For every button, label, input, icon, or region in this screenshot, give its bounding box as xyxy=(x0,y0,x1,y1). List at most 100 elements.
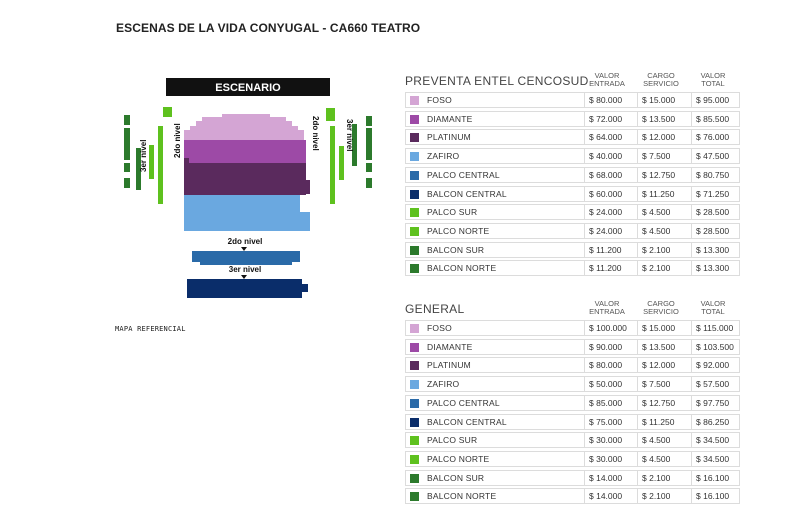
price-total: $ 80.750 xyxy=(691,167,740,182)
balcon-left-5[interactable] xyxy=(136,148,141,190)
map-reference-label: MAPA REFERENCIAL xyxy=(115,325,186,333)
table-row: PALCO CENTRAL $ 68.000 $ 12.750 $ 80.750 xyxy=(405,166,740,183)
col-valor-entrada: VALOR ENTRADA xyxy=(585,300,629,316)
zone-color-swatch xyxy=(410,417,419,427)
price-cargo: $ 12.750 xyxy=(637,395,691,410)
zone-balcon-central[interactable] xyxy=(187,279,308,298)
zone-color-swatch xyxy=(410,436,419,446)
price-total: $ 34.500 xyxy=(691,433,740,448)
price-entrada: $ 75.000 xyxy=(584,414,636,429)
balcon-right-2[interactable] xyxy=(366,128,372,160)
balcon-left-1[interactable] xyxy=(124,115,130,125)
price-total: $ 34.500 xyxy=(691,451,740,466)
col-header-line: SERVICIO xyxy=(643,79,679,88)
price-cargo: $ 12.000 xyxy=(637,358,691,373)
level3-left-label: 3er nivel xyxy=(139,140,148,172)
col-header-line: VALOR xyxy=(700,71,726,80)
down-arrow-icon xyxy=(241,275,247,279)
price-total: $ 28.500 xyxy=(691,205,740,220)
palco-right-long[interactable] xyxy=(330,126,335,204)
table-row: DIAMANTE $ 90.000 $ 13.500 $ 103.500 xyxy=(405,338,740,355)
down-arrow-icon xyxy=(241,247,247,251)
price-cargo: $ 11.250 xyxy=(637,414,691,429)
table-row: PLATINUM $ 64.000 $ 12.000 $ 76.000 xyxy=(405,129,740,146)
price-cargo: $ 7.500 xyxy=(637,377,691,392)
price-total: $ 13.300 xyxy=(691,242,740,257)
balcon-right-1[interactable] xyxy=(366,116,372,126)
platinum-side-right xyxy=(300,180,310,194)
level3-right-label: 3er nivel xyxy=(345,119,354,151)
price-total: $ 16.100 xyxy=(691,489,740,504)
balcon-right-5[interactable] xyxy=(352,124,357,166)
price-total: $ 92.000 xyxy=(691,358,740,373)
preventa-header: PREVENTA ENTEL CENCOSUD VALOR ENTRADA CAR… xyxy=(405,66,745,89)
balcon-right-3[interactable] xyxy=(366,163,372,172)
table-row: DIAMANTE $ 72.000 $ 13.500 $ 85.500 xyxy=(405,110,740,127)
zone-color-swatch xyxy=(410,226,419,236)
table-row: PALCO SUR $ 24.000 $ 4.500 $ 28.500 xyxy=(405,204,740,221)
table-row: BALCON NORTE $ 11.200 $ 2.100 $ 13.300 xyxy=(405,260,740,277)
price-entrada: $ 50.000 xyxy=(584,377,636,392)
table-row: BALCON SUR $ 11.200 $ 2.100 $ 13.300 xyxy=(405,241,740,258)
zone-name: DIAMANTE xyxy=(427,341,473,352)
table-row: PALCO CENTRAL $ 85.000 $ 12.750 $ 97.750 xyxy=(405,394,740,411)
zone-color-swatch xyxy=(410,208,419,218)
zone-name: PALCO NORTE xyxy=(427,453,490,464)
price-cargo: $ 2.100 xyxy=(637,489,691,504)
price-entrada: $ 100.000 xyxy=(584,321,636,335)
zone-name: BALCON SUR xyxy=(427,472,485,483)
price-entrada: $ 11.200 xyxy=(584,242,636,257)
page-title: ESCENAS DE LA VIDA CONYUGAL - CA660 TEAT… xyxy=(116,21,421,35)
price-cargo: $ 12.750 xyxy=(637,167,691,182)
balcon-left-4[interactable] xyxy=(124,178,130,188)
table-row: BALCON NORTE $ 14.000 $ 2.100 $ 16.100 xyxy=(405,488,740,505)
balcon-left-2[interactable] xyxy=(124,128,130,160)
price-entrada: $ 72.000 xyxy=(584,111,636,126)
price-total: $ 47.500 xyxy=(691,149,740,164)
zone-color-swatch xyxy=(410,245,419,255)
palco-left-long[interactable] xyxy=(158,126,163,204)
stage xyxy=(166,78,330,96)
zone-color-swatch xyxy=(410,324,419,333)
zone-diamante[interactable] xyxy=(184,140,306,163)
price-cargo: $ 13.500 xyxy=(637,339,691,354)
zone-color-swatch xyxy=(410,189,419,199)
balcon-right-4[interactable] xyxy=(366,178,372,188)
general-title: GENERAL xyxy=(405,302,465,316)
zone-foso[interactable] xyxy=(184,114,304,140)
zone-name: ZAFIRO xyxy=(427,151,460,162)
col-header-line: TOTAL xyxy=(701,307,725,316)
palco-right-mid[interactable] xyxy=(339,146,344,180)
preventa-section: PREVENTA ENTEL CENCOSUD VALOR ENTRADA CAR… xyxy=(405,66,745,277)
price-total: $ 76.000 xyxy=(691,130,740,145)
table-row: BALCON CENTRAL $ 75.000 $ 11.250 $ 86.250 xyxy=(405,413,740,430)
balcon-left-3[interactable] xyxy=(124,163,130,172)
price-entrada: $ 64.000 xyxy=(584,130,636,145)
zone-color-swatch xyxy=(410,133,419,143)
zone-zafiro[interactable] xyxy=(184,195,310,231)
palco-right-top[interactable] xyxy=(326,108,335,121)
level2-bottom-label: 2do nivel xyxy=(228,237,263,246)
price-total: $ 13.300 xyxy=(691,261,740,276)
price-cargo: $ 15.000 xyxy=(637,321,691,335)
zone-name: PALCO SUR xyxy=(427,435,478,446)
col-header-line: CARGO xyxy=(647,71,675,80)
zone-name: PALCO CENTRAL xyxy=(427,397,500,408)
price-cargo: $ 11.250 xyxy=(637,186,691,201)
zone-palco-central[interactable] xyxy=(192,251,300,265)
palco-left-top[interactable] xyxy=(163,107,172,117)
zone-color-swatch xyxy=(410,473,419,483)
table-row: PLATINUM $ 80.000 $ 12.000 $ 92.000 xyxy=(405,357,740,374)
price-entrada: $ 80.000 xyxy=(584,358,636,373)
palco-left-mid[interactable] xyxy=(149,145,154,179)
price-cargo: $ 7.500 xyxy=(637,149,691,164)
zone-platinum[interactable] xyxy=(184,163,306,195)
price-entrada: $ 11.200 xyxy=(584,261,636,276)
price-cargo: $ 2.100 xyxy=(637,470,691,485)
level2-right-label: 2do nivel xyxy=(311,116,320,151)
table-row: BALCON CENTRAL $ 60.000 $ 11.250 $ 71.250 xyxy=(405,185,740,202)
price-total: $ 71.250 xyxy=(691,186,740,201)
table-row: ZAFIRO $ 50.000 $ 7.500 $ 57.500 xyxy=(405,376,740,393)
zone-color-swatch xyxy=(410,398,419,408)
col-valor-total: VALOR TOTAL xyxy=(691,72,735,88)
